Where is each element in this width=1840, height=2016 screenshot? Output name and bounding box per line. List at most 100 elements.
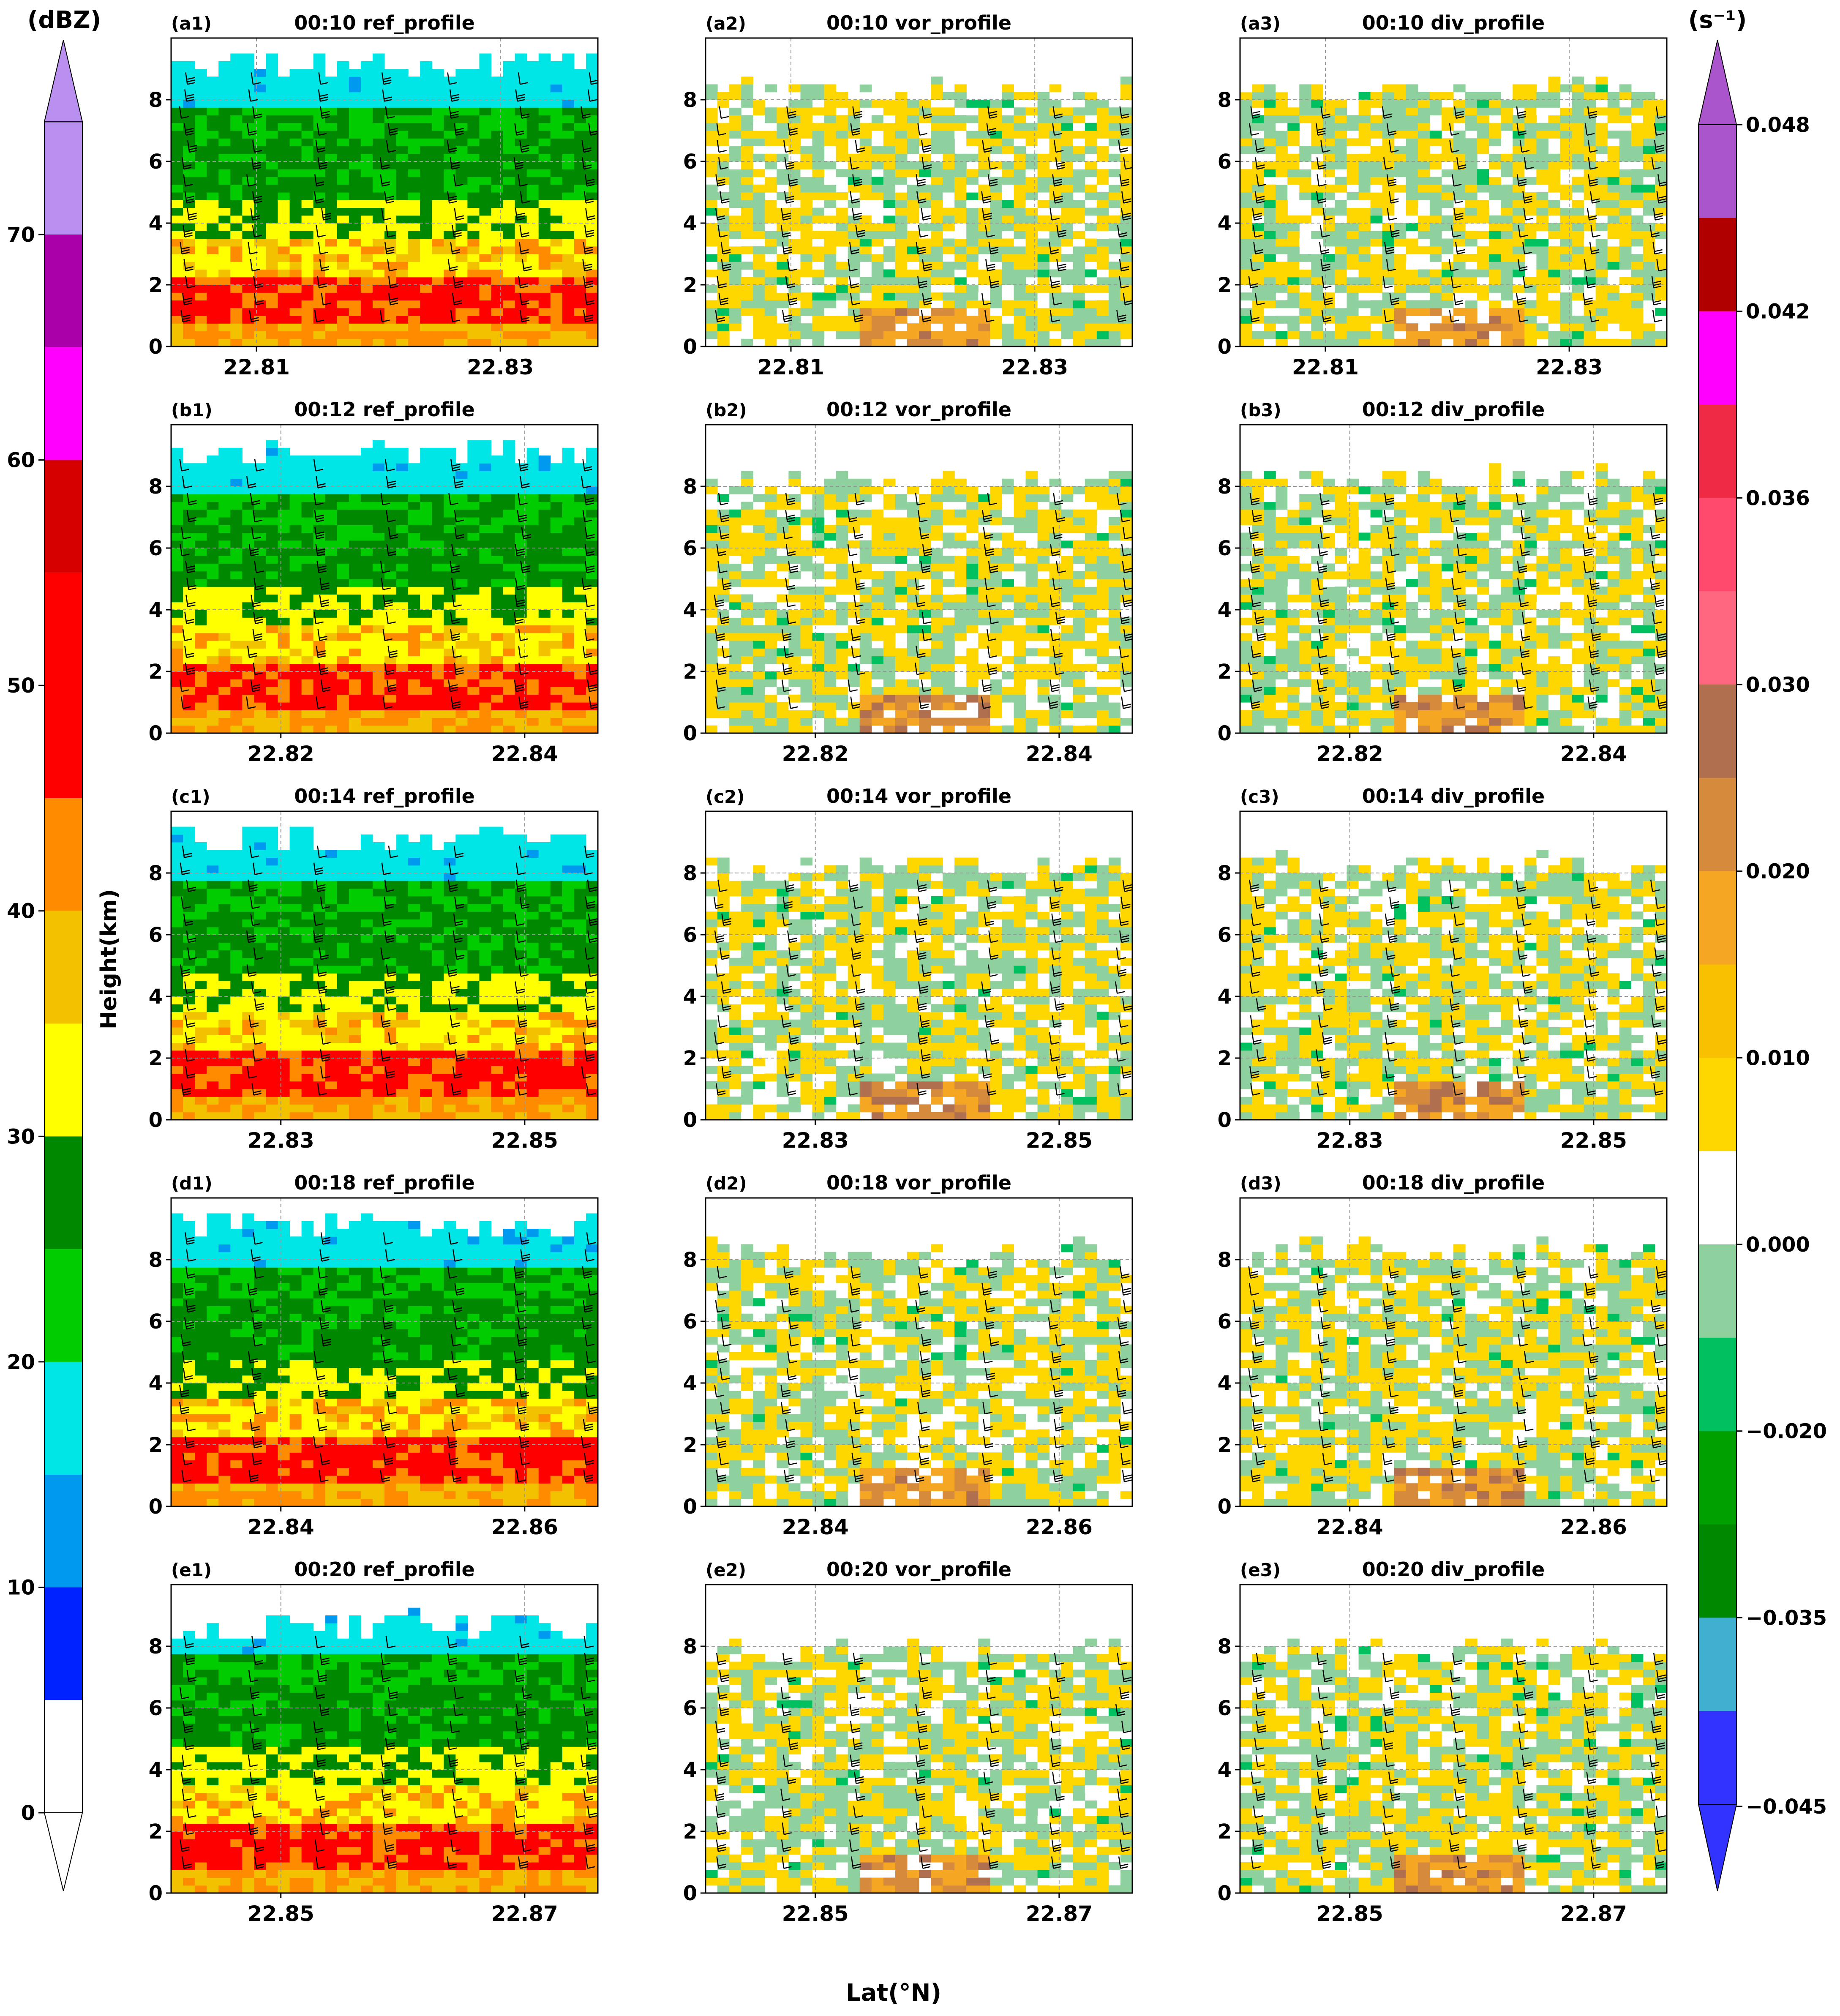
heatmap-cell [1394, 153, 1407, 162]
heatmap-cell [1501, 238, 1513, 247]
barb-flag [984, 150, 992, 153]
heatmap-cell [372, 161, 385, 169]
barb-flag [788, 111, 796, 114]
barb-flag [919, 286, 927, 289]
heatmap-cell [836, 115, 848, 123]
heatmap-cell [195, 92, 207, 100]
heatmap-cell [230, 556, 243, 564]
heatmap-cell [574, 246, 586, 254]
heatmap-cell [966, 338, 979, 346]
heatmap-cell [1548, 338, 1561, 346]
heatmap-cell [753, 100, 765, 108]
heatmap-cell [301, 292, 314, 301]
heatmap-cell [1572, 200, 1584, 208]
barb-staff [250, 259, 253, 271]
heatmap-cell [1548, 223, 1561, 231]
heatmap-cell [1323, 269, 1336, 278]
heatmap-cell [515, 153, 527, 162]
wind-barb [855, 225, 865, 238]
heatmap-cell [289, 123, 302, 131]
heatmap-cell [242, 153, 254, 162]
heatmap-cell [574, 177, 586, 185]
barb-flag [1390, 198, 1399, 201]
barb-staff [181, 157, 185, 169]
heatmap-cell [1595, 107, 1608, 116]
barb-staff [1322, 208, 1325, 220]
barb-flag [1252, 268, 1260, 272]
heatmap-cell [1311, 285, 1323, 293]
barb-staff [1321, 276, 1325, 288]
heatmap-cell [218, 517, 231, 525]
heatmap-cell [859, 131, 872, 139]
barb-flag [317, 147, 326, 150]
barb-flag [189, 145, 197, 148]
heatmap-cell [455, 100, 468, 108]
heatmap-cell [1595, 292, 1608, 301]
heatmap-cell [230, 254, 243, 262]
heatmap-cell [195, 548, 207, 556]
heatmap-cell [455, 262, 468, 270]
heatmap-cell [1120, 331, 1132, 339]
heatmap-cell [408, 138, 420, 147]
heatmap-cell [788, 153, 801, 162]
heatmap-cell [907, 215, 919, 224]
heatmap-cell [254, 100, 267, 108]
barb-flag [1054, 133, 1062, 136]
heatmap-cell [503, 331, 515, 339]
heatmap-cell [171, 262, 183, 270]
heatmap-cell [230, 486, 243, 494]
heatmap-cell [741, 300, 753, 308]
heatmap-cell [1240, 146, 1252, 154]
heatmap-cell [467, 169, 480, 177]
heatmap-cell [1264, 246, 1276, 254]
heatmap-cell [218, 292, 231, 301]
barb-flag [1592, 198, 1600, 201]
heatmap-cell [1441, 223, 1454, 231]
heatmap-cell [1347, 246, 1359, 254]
heatmap-cell [1358, 169, 1371, 177]
heatmap-cell [1513, 100, 1525, 108]
barb-staff [719, 106, 722, 118]
heatmap-cell [479, 215, 492, 224]
heatmap-cell [325, 316, 338, 324]
wind-barb [252, 140, 262, 153]
heatmap-cell [278, 262, 290, 270]
heatmap-cell [812, 292, 825, 301]
heatmap-cell [1108, 153, 1121, 162]
heatmap-cell [1025, 107, 1038, 116]
heatmap-cell [301, 215, 314, 224]
heatmap-cell [777, 169, 789, 177]
barb-flag [852, 303, 860, 306]
heatmap-cell [491, 285, 504, 293]
heatmap-cell [1560, 238, 1573, 247]
barb-staff [715, 310, 718, 322]
heatmap-cell [1513, 285, 1525, 293]
wind-barb [1315, 123, 1326, 136]
heatmap-cell [1276, 177, 1288, 185]
heatmap-cell [907, 338, 919, 346]
heatmap-cell [254, 710, 267, 718]
heatmap-cell [171, 207, 183, 216]
barb-flag [723, 268, 731, 272]
barb-staff [1252, 225, 1256, 237]
heatmap-cell [859, 123, 872, 131]
heatmap-cell [325, 76, 338, 85]
heatmap-cell [1323, 207, 1336, 216]
heatmap-cell [408, 254, 420, 262]
heatmap-cell [432, 84, 444, 93]
heatmap-cell [455, 300, 468, 308]
heatmap-cell [919, 100, 931, 108]
barb-flag [1321, 249, 1329, 252]
heatmap-cell [289, 76, 302, 85]
barb-flag [717, 215, 725, 218]
heatmap-cell [444, 331, 456, 339]
heatmap-cell [384, 316, 397, 324]
barb-flag [454, 235, 462, 238]
heatmap-cell [1002, 207, 1014, 216]
heatmap-cell [753, 123, 765, 131]
heatmap-cell [1240, 84, 1252, 93]
heatmap-cell [183, 69, 195, 77]
heatmap-cell [1049, 200, 1062, 208]
heatmap-cell [491, 84, 504, 93]
heatmap-cell [171, 107, 183, 116]
